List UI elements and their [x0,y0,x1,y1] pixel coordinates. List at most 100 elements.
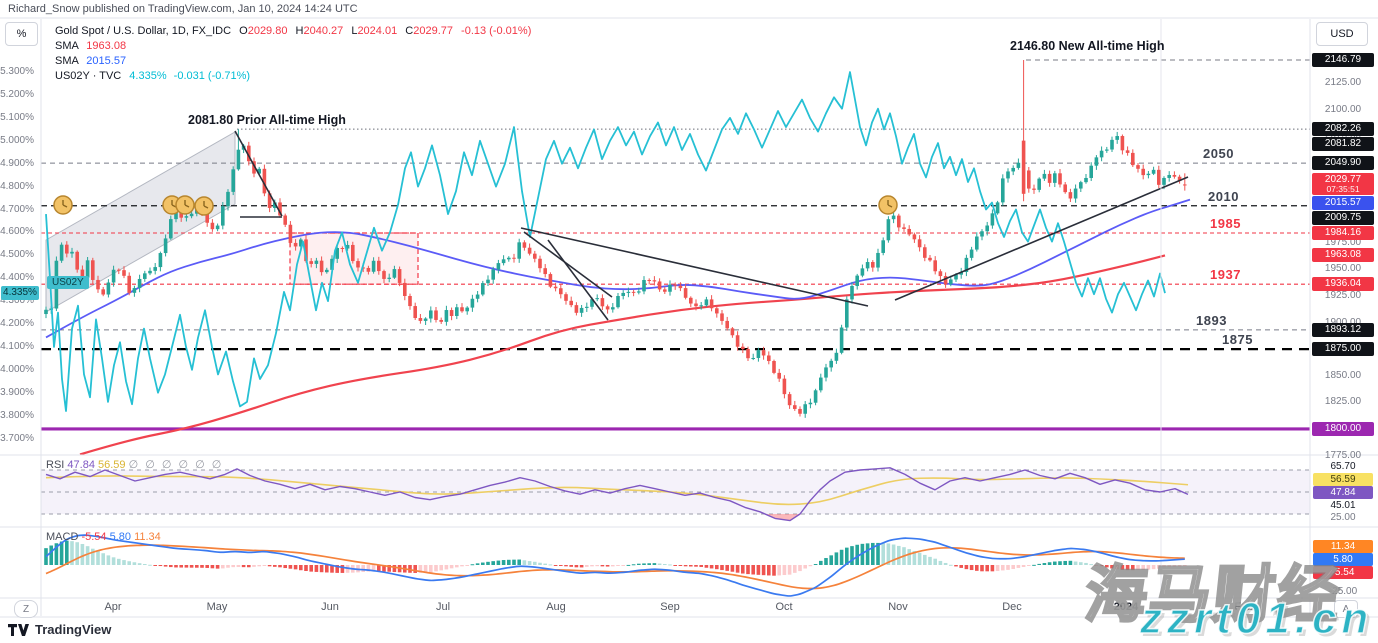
ohlc-o-value: 2029.80 [247,25,288,37]
tradingview-logo-text: TradingView [35,622,112,637]
ohlc-o-label: O [239,25,248,37]
legend-symbol-row[interactable]: Gold Spot / U.S. Dollar, 1D, FX_IDC O202… [55,24,531,38]
macd-row-value: -5.54 [1313,566,1373,579]
clock-marker-icon [878,195,898,215]
left-axis-tick: 5.100% [0,111,34,123]
clock-marker-icon [175,195,195,215]
tradingview-logo-icon [8,623,29,636]
level-text-label: 1875 [1222,332,1253,348]
sma-slow-line [45,198,1191,339]
macd-row-value: 5.80 [1313,553,1373,566]
sma-slow-label: SMA [55,55,79,67]
right-axis-price-label: 1963.08 [1312,248,1374,263]
time-axis-label: Dec [1002,601,1022,613]
right-axis-unit-button[interactable]: USD [1316,22,1368,46]
left-axis-tick: 5.000% [0,134,34,146]
clock-marker-icon [53,195,73,215]
right-axis-tick: 2125.00 [1324,77,1362,89]
legend-sma-fast-row[interactable]: SMA 1963.08 [55,39,531,53]
rsi-legend-value: 47.84 [67,459,95,471]
trendline-drawing [520,227,869,307]
rsi-oversold-fill [766,514,802,521]
left-axis-tick: 4.200% [0,318,34,329]
time-axis-label: 2024 [1113,601,1139,613]
ohlc-h-label: H [295,25,304,37]
right-axis-tick: 1825.00 [1324,396,1362,408]
right-axis-tick: 1850.00 [1324,369,1362,381]
macd-line-legend-value: 5.80 [109,531,132,543]
timezone-button[interactable]: Z [14,600,38,618]
right-axis-tick: 2075.00 [1324,130,1362,142]
rsi-row-value: 47.84 [1313,486,1373,499]
time-axis-label: Jul [435,601,451,613]
tradingview-logo[interactable]: TradingView [8,622,111,637]
sma-slow-value: 2015.57 [86,55,127,67]
right-axis-price-label: 2009.75 [1312,211,1374,226]
right-axis-price-label: 1984.16 [1312,226,1374,241]
macd-pane [44,534,1187,597]
level-text-label: 1893 [1196,312,1227,328]
us02y-value: 4.335% [129,70,167,82]
time-axis-label: Oct [775,601,793,613]
annotation-prior-ath: 2081.80 Prior All-time High [188,113,346,127]
time-axis-label: Apr [104,601,122,613]
right-axis-price-label: 2029.77 07:35:51 [1312,173,1374,196]
auto-scale-button[interactable]: A [1334,600,1358,618]
left-axis-tick: 4.600% [0,226,34,238]
ohlc-l-label: L [351,25,358,37]
left-axis-tick: 4.800% [0,180,34,192]
right-axis-price-label: 1936.04 [1312,277,1374,292]
ohlc-c-value: 2029.77 [413,25,453,37]
left-axis-tick: 4.400% [0,272,34,284]
right-axis-price-label: 1875.00 [1312,342,1374,357]
annotation-new-ath: 2146.80 New All-time High [1010,39,1165,53]
left-axis-tick: 5.300% [0,66,34,78]
right-axis-price-label: 2049.90 [1312,156,1374,171]
us02y-label: US02Y · TVC [55,70,122,82]
left-axis-current-label: 4.335% [1,286,39,301]
left-axis-tick: 4.700% [0,203,34,215]
clock-marker-icon [194,196,214,216]
right-axis-price-label: 2015.57 [1312,196,1374,211]
legend-us02y-row[interactable]: US02Y · TVC 4.335% -0.031 (-0.71%) [55,69,531,83]
left-axis-tick: 4.900% [0,157,34,169]
time-axis-label: Aug [546,601,566,613]
right-axis-tick: 1900.00 [1314,317,1372,328]
chart-legend: Gold Spot / U.S. Dollar, 1D, FX_IDC O202… [55,24,531,84]
right-axis-price-label: 2146.79 [1312,53,1374,67]
trendline-drawing [234,130,283,217]
macd-axis-tick: -25.00 [1328,586,1358,597]
sma-fast-label: SMA [55,40,79,52]
left-axis-unit-button[interactable]: % [5,22,38,46]
ohlc-c-label: C [405,25,414,37]
macd-legend[interactable]: MACD -5.54 5.80 11.34 [46,531,161,543]
legend-sma-slow-row[interactable]: SMA 2015.57 [55,54,531,68]
change-value: -0.13 (-0.01%) [461,25,532,37]
rsi-divergence-slots: ∅ ∅ ∅ ∅ ∅ ∅ [128,459,224,471]
right-axis-tick: 1975.00 [1324,236,1362,248]
ohlc-l-value: 2024.01 [357,25,398,37]
rsi-line [45,467,1189,522]
red-range-box-drawing [289,232,419,285]
ohlc-h-value: 2040.27 [303,25,344,37]
rsi-row-value: 65.70 [1330,461,1356,472]
left-axis-tick: 4.100% [0,340,34,352]
left-axis-tick: 5.200% [0,89,34,100]
rsi-pane [41,467,1310,522]
us02y-change: -0.031 (-0.71%) [173,70,251,82]
right-axis-tick: 2100.00 [1324,103,1362,115]
time-axis-label: Nov [888,601,908,613]
left-axis-tick: 3.700% [0,432,34,444]
right-axis-price-label: 2081.82 [1312,136,1374,151]
macd-line [45,534,1185,597]
attribution-text: Richard_Snow published on TradingView.co… [8,3,358,15]
sma-fast-line [79,254,1166,455]
us02y-series-tag: US02Y [47,276,89,289]
right-axis-tick: 1925.00 [1324,289,1362,301]
rsi-axis-tick: 25.00 [1330,512,1356,523]
time-axis-label: Feb [1234,601,1254,613]
time-axis-label: Sep [660,601,680,613]
rsi-legend[interactable]: RSI 47.84 56.59 ∅ ∅ ∅ ∅ ∅ ∅ [46,458,223,471]
trendline-drawing [523,231,613,298]
